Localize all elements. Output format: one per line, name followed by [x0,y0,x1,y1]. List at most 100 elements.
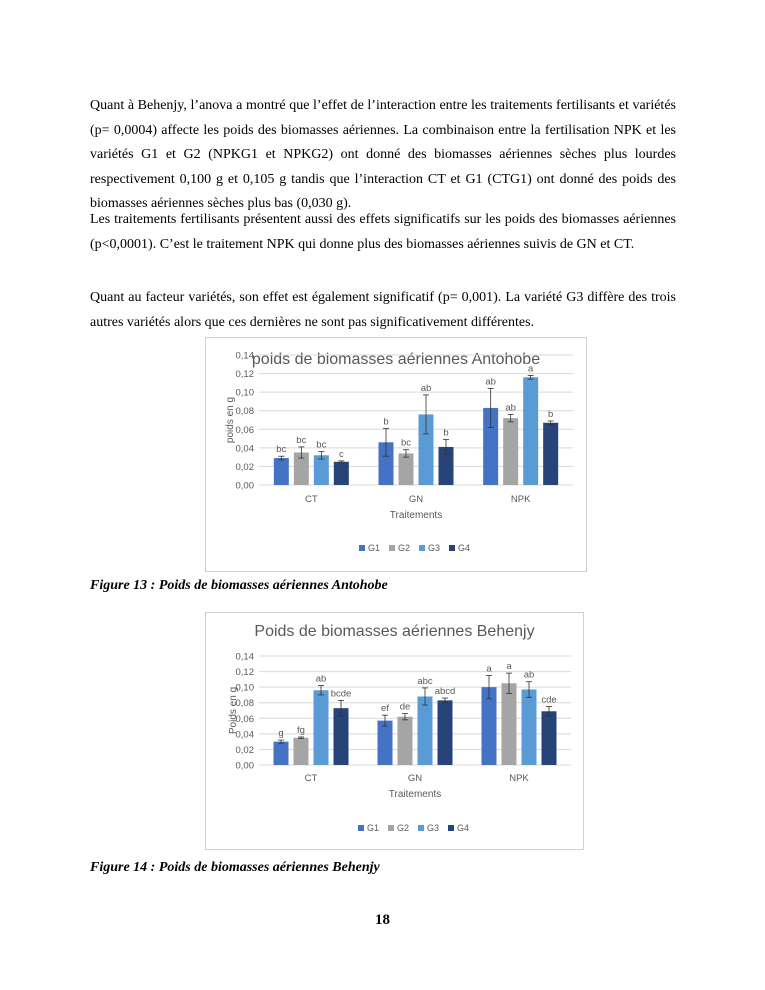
y-tick-label: 0,08 [236,698,255,709]
significance-label: cde [541,695,556,706]
significance-label: c [339,449,344,460]
legend-label: G4 [457,823,469,833]
significance-label: fg [297,725,305,736]
bar [501,683,517,765]
significance-label: ab [524,670,535,681]
bar [521,689,537,765]
bar [483,407,499,485]
legend-label: G1 [368,543,380,553]
legend-label: G1 [367,823,379,833]
y-axis-label: poids en g [225,397,236,443]
y-tick-label: 0,12 [236,667,255,678]
y-tick-label: 0,10 [236,388,255,399]
bar [397,716,413,765]
figure-14-caption: Figure 14 : Poids de biomasses aériennes… [90,860,380,875]
y-tick-label: 0,10 [236,683,255,694]
significance-label: g [278,728,283,739]
x-tick-label: NPK [509,773,529,784]
legend-label: G2 [397,823,409,833]
legend-swatch [358,825,364,831]
bar [418,414,434,485]
paragraph-1: Quant à Behenjy, l’anova a montré que l’… [90,98,676,211]
bar [333,708,349,765]
bar [503,418,519,485]
x-axis-label: Traitements [390,510,442,521]
x-tick-label: CT [305,494,318,505]
significance-label: b [443,428,448,439]
bar [377,720,393,765]
significance-label: bc [316,440,326,451]
paragraph-2: Les traitements fertilisants présentent … [90,212,676,252]
bar [523,377,539,485]
x-tick-label: GN [409,494,423,505]
page-number: 18 [375,912,390,928]
bar [273,458,289,485]
y-tick-label: 0,14 [236,652,255,663]
y-tick-label: 0,08 [236,406,255,417]
y-tick-label: 0,04 [236,729,255,740]
chart-antohobe-svg: poids de biomasses aériennes Antohobe 0,0… [225,351,573,553]
paragraph-3: Quant au facteur variétés, son effet est… [90,290,676,330]
bar [273,741,289,765]
significance-label: bc [296,435,306,446]
bar [543,422,559,485]
legend-label: G3 [427,823,439,833]
chart-behenjy-svg: Poids de biomasses aériennes Behenjy 0,00… [228,623,571,833]
bar [293,452,309,485]
y-tick-label: 0,06 [236,425,255,436]
significance-label: ab [421,383,432,394]
significance-label: abcd [435,686,456,697]
significance-label: a [528,363,534,374]
x-tick-label: GN [408,773,422,784]
y-tick-label: 0,14 [236,351,255,362]
significance-label: a [506,661,512,672]
legend-swatch [418,825,424,831]
legend-swatch [389,545,395,551]
chart-title: Poids de biomasses aériennes Behenjy [254,623,534,640]
significance-label: a [486,663,492,674]
bar [437,700,453,765]
x-axis-label: Traitements [389,789,441,800]
bar [398,453,414,485]
significance-label: bcde [331,688,352,699]
legend-swatch [419,545,425,551]
bar [333,461,349,485]
legend-swatch [448,825,454,831]
legend-swatch [449,545,455,551]
y-tick-label: 0,04 [236,443,255,454]
significance-label: bc [276,444,286,455]
significance-label: bc [401,438,411,449]
bar [378,442,394,485]
significance-label: abc [417,676,433,687]
x-tick-label: CT [305,773,318,784]
bar [293,737,309,765]
y-tick-label: 0,00 [236,481,255,492]
legend-swatch [388,825,394,831]
bar [438,446,454,485]
bar [417,696,433,765]
significance-label: de [400,702,411,713]
x-tick-label: NPK [511,494,531,505]
legend-label: G3 [428,543,440,553]
y-tick-label: 0,12 [236,369,255,380]
significance-label: ab [505,402,516,413]
bar [481,687,497,765]
significance-label: b [548,409,553,420]
significance-label: ef [381,703,389,714]
chart-antohobe: poids de biomasses aériennes Antohobe 0,0… [205,337,587,572]
chart-behenjy: Poids de biomasses aériennes Behenjy 0,00… [205,612,584,850]
y-tick-label: 0,02 [236,745,255,756]
y-tick-label: 0,02 [236,462,255,473]
figure-13-caption: Figure 13 : Poids de biomasses aériennes… [90,578,388,593]
y-axis-label: Poids en g [228,687,239,734]
bar [541,711,557,765]
significance-label: b [383,416,388,427]
bar [313,690,329,765]
legend-swatch [359,545,365,551]
y-tick-label: 0,06 [236,714,255,725]
significance-label: ab [316,674,327,685]
legend-label: G4 [458,543,470,553]
bar [313,455,329,485]
chart-title: poids de biomasses aériennes Antohobe [252,351,540,368]
